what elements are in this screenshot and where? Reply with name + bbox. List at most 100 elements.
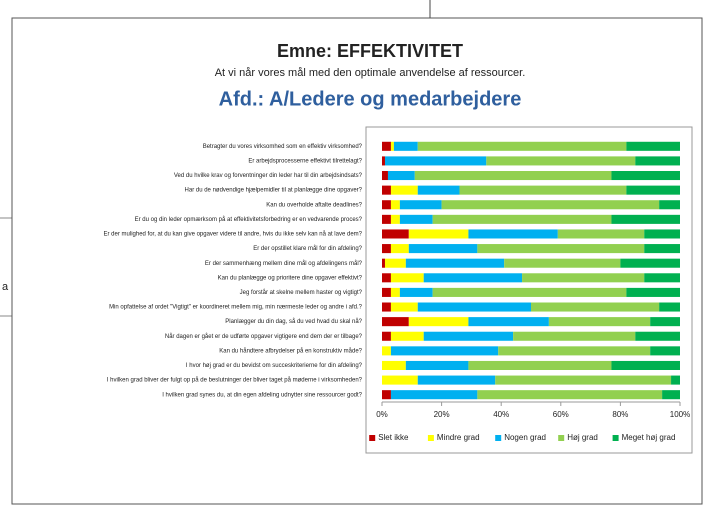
- bar-segment: [382, 346, 391, 356]
- bar-segment: [382, 185, 391, 195]
- bar-segment: [423, 331, 514, 341]
- legend-label: Mindre grad: [437, 433, 480, 442]
- bar-segment: [441, 200, 660, 210]
- y-tick-label: Planlægger du din dag, så du ved hvad du…: [225, 318, 362, 325]
- bar-segment: [393, 141, 418, 151]
- bar-segment: [513, 331, 636, 341]
- bar-segment: [382, 360, 406, 371]
- bar-segment: [644, 273, 680, 283]
- legend-label: Slet ikke: [378, 433, 409, 442]
- bar-segment: [390, 302, 418, 312]
- bar-segment: [417, 302, 531, 312]
- bar-segment: [650, 346, 680, 356]
- bar-segment: [390, 141, 394, 151]
- x-tick-label: 40%: [493, 410, 509, 419]
- bar-segment: [390, 244, 409, 254]
- bar-segment: [390, 346, 499, 356]
- bar-segment: [659, 302, 680, 312]
- bar-segment: [408, 244, 478, 254]
- x-tick-label: 60%: [553, 410, 569, 419]
- y-tick-label: Er der opstillet klare mål for din afdel…: [253, 245, 362, 252]
- bar-segment: [382, 317, 409, 327]
- y-tick-label: I hvilken grad synes du, at din egen afd…: [162, 392, 362, 398]
- bar-segment: [405, 258, 505, 268]
- bar-segment: [382, 258, 385, 268]
- x-tick-label: 20%: [434, 410, 450, 419]
- bar-segment: [626, 185, 680, 195]
- bar-segment: [626, 141, 680, 151]
- bar-segment: [417, 375, 496, 385]
- bar-segment: [382, 156, 385, 166]
- bar-segment: [414, 170, 612, 181]
- bar-segment: [390, 185, 418, 195]
- bar-segment: [382, 331, 391, 341]
- bar-segment: [408, 317, 469, 327]
- legend-label: Nogen grad: [504, 433, 546, 442]
- bar-segment: [644, 229, 680, 239]
- bar-segment: [390, 200, 400, 210]
- bar-segment: [611, 170, 680, 181]
- bar-segment: [399, 200, 442, 210]
- bar-segment: [498, 346, 651, 356]
- bar-segment: [382, 390, 391, 400]
- bar-segment: [644, 244, 680, 254]
- heading: Afd.: A/Ledere og medarbejdere: [219, 88, 522, 110]
- legend-swatch: [558, 435, 565, 441]
- y-tick-label: Jeg forstår at skelne mellem haster og v…: [240, 289, 363, 296]
- legend-swatch: [495, 435, 502, 441]
- y-tick-label: I hvor høj grad er du bevidst om succesk…: [186, 363, 363, 369]
- legend-swatch: [612, 435, 619, 441]
- x-tick-label: 100%: [670, 410, 690, 419]
- y-tick-label: Når dagen er gået er de udførte opgaver …: [165, 333, 363, 340]
- bar-segment: [659, 200, 680, 210]
- bar-segment: [382, 302, 391, 312]
- y-tick-label: Er arbejdsprocesserne effektivt tilrette…: [248, 158, 362, 164]
- y-tick-label: Er der sammenhæng mellem dine mål og afd…: [205, 260, 363, 267]
- bar-segment: [423, 273, 523, 283]
- bar-segment: [432, 214, 612, 224]
- bar-segment: [387, 170, 415, 181]
- bar-segment: [671, 375, 680, 385]
- legend-label: Høj grad: [567, 433, 598, 442]
- title: Emne: EFFEKTIVITET: [277, 41, 463, 61]
- bar-segment: [486, 156, 636, 166]
- legend-swatch: [427, 435, 434, 441]
- bar-segment: [382, 141, 391, 151]
- bar-segment: [477, 244, 645, 254]
- bar-segment: [384, 156, 487, 166]
- bar-segment: [459, 185, 627, 195]
- bar-segment: [382, 273, 391, 283]
- bar-segment: [399, 214, 433, 224]
- bar-segment: [468, 229, 558, 239]
- bar-segment: [405, 360, 469, 371]
- y-tick-label: Kan du overholde aftalte deadlines?: [266, 202, 362, 208]
- bar-segment: [432, 287, 627, 297]
- bar-segment: [468, 317, 549, 327]
- y-tick-label: Betragter du vores virksomhed som en eff…: [203, 144, 363, 150]
- y-tick-label: I hvilken grad bliver der fulgt op på de…: [107, 377, 363, 384]
- y-tick-label: Kan du planlægge og prioritere dine opga…: [218, 275, 363, 281]
- side-fragment: a: [2, 281, 9, 293]
- bar-segment: [468, 360, 612, 371]
- bar-segment: [384, 258, 406, 268]
- y-tick-label: Kan du håndtere afbrydelser på en konstr…: [219, 347, 362, 354]
- bar-segment: [522, 273, 645, 283]
- bar-segment: [650, 317, 680, 327]
- bar-segment: [635, 331, 680, 341]
- bar-segment: [390, 214, 400, 224]
- bar-segment: [495, 375, 672, 385]
- bar-segment: [662, 390, 680, 400]
- bar-segment: [611, 360, 680, 371]
- y-tick-label: Er der mulighed for, at du kan give opga…: [104, 231, 363, 238]
- bar-segment: [620, 258, 680, 268]
- bar-segment: [390, 287, 400, 297]
- y-tick-label: Har du de nødvendige hjælpemidler til at…: [185, 188, 363, 194]
- chart-border: [365, 126, 693, 454]
- bar-segment: [382, 375, 418, 385]
- bar-segment: [382, 214, 391, 224]
- bar-segment: [531, 302, 660, 312]
- x-tick-label: 0%: [376, 410, 388, 419]
- bar-segment: [382, 229, 409, 239]
- bar-segment: [408, 229, 469, 239]
